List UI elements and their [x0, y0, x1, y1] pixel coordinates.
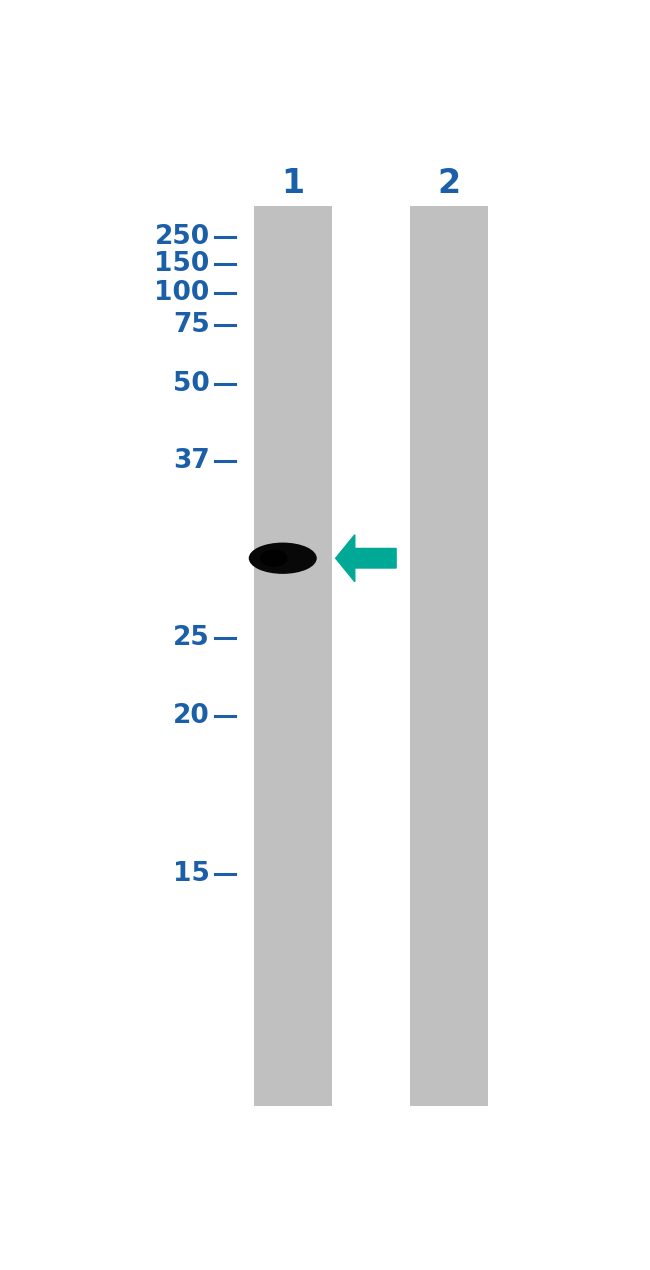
- Text: 75: 75: [173, 311, 210, 338]
- Text: 25: 25: [173, 625, 210, 652]
- Text: 15: 15: [173, 861, 210, 886]
- Text: 37: 37: [173, 448, 210, 475]
- Bar: [410, 206, 488, 1106]
- Text: 150: 150: [155, 251, 210, 277]
- Ellipse shape: [249, 542, 317, 574]
- FancyArrow shape: [335, 535, 396, 582]
- Text: 100: 100: [155, 281, 210, 306]
- Text: 20: 20: [173, 702, 210, 729]
- Text: 1: 1: [281, 168, 304, 201]
- Bar: [254, 206, 332, 1106]
- Text: 50: 50: [173, 371, 210, 398]
- Text: 2: 2: [437, 168, 461, 201]
- Text: 250: 250: [155, 225, 210, 250]
- Ellipse shape: [260, 550, 287, 566]
